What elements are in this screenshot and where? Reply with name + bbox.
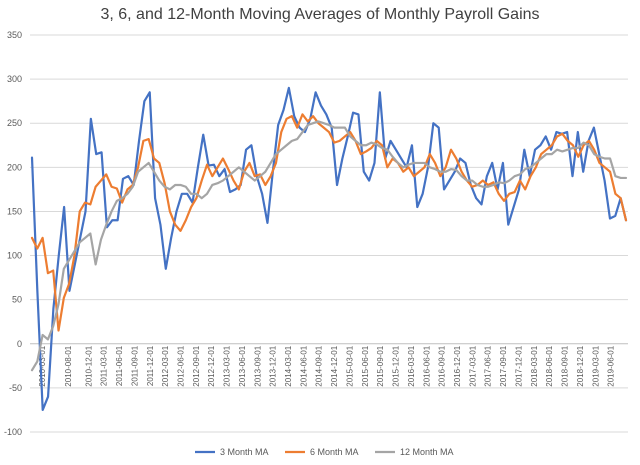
x-tick-label: 2015-06-01 — [361, 345, 370, 386]
x-tick-label: 2018-06-01 — [545, 345, 554, 386]
x-tick-label: 2016-12-01 — [453, 345, 462, 386]
x-tick-label: 2017-12-01 — [514, 345, 523, 386]
x-tick-label: 2014-12-01 — [330, 345, 339, 386]
x-tick-label: 2014-06-01 — [299, 345, 308, 386]
x-tick-label: 2015-09-01 — [376, 345, 385, 386]
x-tick-label: 2011-12-01 — [146, 345, 155, 386]
x-tick-label: 2016-09-01 — [438, 345, 447, 386]
legend: 3 Month MA 6 Month MA 12 Month MA — [195, 447, 454, 457]
x-tick-label: 2010-12-01 — [84, 345, 93, 386]
x-tick-label: 2017-06-01 — [484, 345, 493, 386]
x-tick-label: 2013-06-01 — [238, 345, 247, 386]
y-tick-label: 50 — [12, 295, 22, 305]
x-tick-label: 2014-09-01 — [315, 345, 324, 386]
y-tick-label: 150 — [7, 206, 22, 216]
x-tick-label: 2011-09-01 — [130, 345, 139, 386]
x-tick-label: 2019-06-01 — [607, 345, 616, 386]
x-tick-label: 2018-03-01 — [530, 345, 539, 386]
y-tick-label: 250 — [7, 118, 22, 128]
x-tick-label: 2012-09-01 — [192, 345, 201, 386]
series-layer — [30, 86, 628, 412]
x-tick-label: 2014-03-01 — [284, 345, 293, 386]
x-tick-label: 2015-12-01 — [392, 345, 401, 386]
series-line-3-month-ma — [30, 86, 628, 412]
x-tick-label: 2015-03-01 — [345, 345, 354, 386]
series-line-12-month-ma — [30, 120, 628, 372]
x-tick-label: 2013-09-01 — [253, 345, 262, 386]
series-line-6-month-ma — [30, 113, 628, 332]
x-tick-label: 2018-12-01 — [576, 345, 585, 386]
x-tick-label: 2013-12-01 — [269, 345, 278, 386]
y-tick-label: -50 — [9, 383, 22, 393]
x-tick-label: 2019-03-01 — [591, 345, 600, 386]
x-tick-label: 2017-09-01 — [499, 345, 508, 386]
y-tick-label: 0 — [17, 339, 22, 349]
x-tick-label: 2012-12-01 — [207, 345, 216, 386]
x-axis: 2010-03-01 2010-08-01 2010-12-01 2011-03-01… — [38, 345, 615, 386]
x-tick-label: 2016-03-01 — [407, 345, 416, 386]
x-tick-label: 2012-06-01 — [177, 345, 186, 386]
x-tick-label: 2010-08-01 — [64, 345, 73, 386]
legend-label-12-month-ma: 12 Month MA — [400, 447, 454, 457]
x-tick-label: 2012-03-01 — [161, 345, 170, 386]
y-tick-label: 100 — [7, 251, 22, 261]
x-tick-label: 2018-09-01 — [561, 345, 570, 386]
y-axis: -100 -50 0 50 100 150 200 250 300 350 — [4, 30, 22, 437]
x-tick-label: 2011-06-01 — [115, 345, 124, 386]
y-tick-label: 300 — [7, 74, 22, 84]
y-tick-label: 350 — [7, 30, 22, 40]
y-tick-label: 200 — [7, 162, 22, 172]
chart-title: 3, 6, and 12-Month Moving Averages of Mo… — [100, 6, 540, 23]
x-tick-label: 2010-03-01 — [38, 345, 47, 386]
x-tick-label: 2017-03-01 — [468, 345, 477, 386]
y-tick-label: -100 — [4, 427, 22, 437]
legend-label-3-month-ma: 3 Month MA — [220, 447, 269, 457]
x-tick-label: 2011-03-01 — [100, 345, 109, 386]
x-tick-label: 2016-06-01 — [422, 345, 431, 386]
x-tick-label: 2013-03-01 — [223, 345, 232, 386]
legend-label-6-month-ma: 6 Month MA — [310, 447, 359, 457]
